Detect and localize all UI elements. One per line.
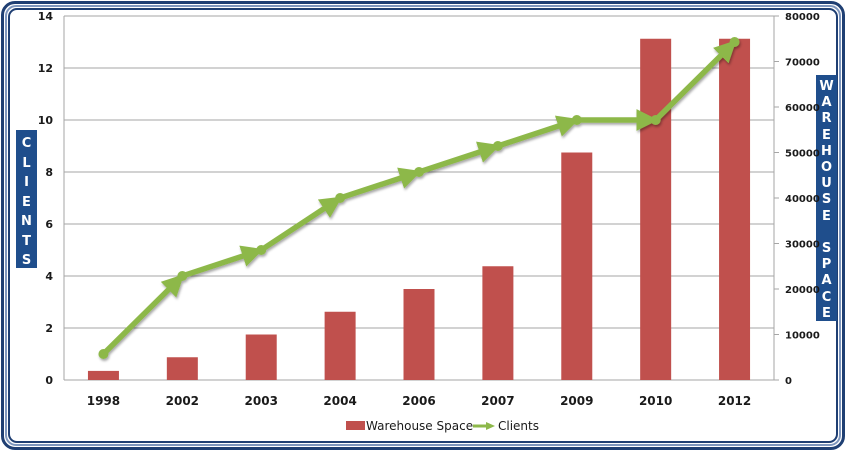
legend-label-warehouse-space: Warehouse Space (366, 419, 473, 433)
data-point-2002 (177, 271, 188, 281)
axis-title-letter: S (21, 253, 32, 268)
x-tick-label: 2009 (560, 394, 593, 408)
bar-2004 (324, 311, 356, 380)
axis-title-letter: L (22, 155, 31, 171)
data-point-2012 (729, 37, 740, 47)
bar-2010 (640, 38, 672, 380)
axis-title-letter: O (820, 160, 833, 176)
right-tick-label: 30000 (785, 240, 820, 251)
bar-2012 (719, 38, 751, 380)
axis-title-letter: I (24, 175, 29, 190)
bar-2002 (166, 357, 198, 380)
axis-title-letter: C (821, 289, 832, 305)
x-tick-label: 2010 (639, 394, 672, 408)
axis-title-letter: P (821, 257, 832, 273)
line-segment (652, 40, 737, 123)
left-tick-label: 6 (45, 218, 53, 231)
data-point-1998 (98, 349, 109, 359)
line-segment (258, 196, 343, 253)
data-point-2009 (571, 115, 582, 125)
warehouse-space-bars (87, 38, 751, 380)
axis-title-letter: W (819, 79, 834, 94)
x-tick-label: 2006 (402, 394, 435, 408)
bar-2009 (561, 152, 593, 380)
axis-title-letter: E (22, 194, 31, 210)
right-tick-label: 70000 (785, 58, 820, 69)
line-segment (179, 245, 264, 279)
axis-title-letter: S (821, 192, 832, 208)
left-tick-label: 0 (45, 374, 53, 387)
left-tick-label: 14 (38, 10, 54, 23)
bar-2006 (403, 289, 435, 380)
right-tick-label: 50000 (785, 149, 820, 160)
x-tick-label: 2012 (718, 394, 751, 408)
left-tick-label: 12 (38, 62, 53, 75)
axis-title-letter: H (821, 143, 832, 159)
axis-title-letter: R (821, 111, 832, 127)
data-point-2007 (492, 141, 503, 151)
legend: Warehouse Space Clients (346, 419, 539, 433)
bar-swatch-icon (346, 421, 365, 430)
right-tick-label: 0 (785, 376, 792, 387)
chart-frame-middle (5, 5, 841, 446)
data-point-2010 (650, 115, 661, 125)
axis-title-letter: T (22, 233, 31, 249)
left-axis-ticks: 0 2 4 6 8 10 12 14 (38, 10, 54, 387)
x-tick-label: 2003 (245, 394, 278, 408)
chart-frame-outer (1, 1, 845, 450)
axis-title-letter: N (21, 214, 32, 229)
data-point-2004 (335, 193, 346, 203)
line-segment (100, 274, 185, 357)
x-tick-label: 2002 (166, 394, 199, 408)
x-tick-label: 1998 (87, 394, 120, 408)
axis-title-letter: E (822, 305, 831, 321)
axis-title-letter: S (821, 241, 832, 257)
right-tick-label: 20000 (785, 285, 820, 296)
x-axis-labels: 1998 2002 2003 2004 2006 2007 2009 2010 2012 (87, 394, 752, 408)
axis-title-letter: A (821, 273, 832, 289)
axis-title-letter: E (822, 127, 831, 143)
right-axis-ticks: 0 10000 20000 30000 40000 50000 60000 70000 8000… (774, 12, 820, 387)
axis-title-letter: C (21, 136, 32, 151)
right-tick-label: 40000 (785, 194, 820, 205)
axis-title-letter: A (821, 95, 832, 111)
left-tick-label: 8 (45, 166, 53, 179)
legend-label-clients: Clients (498, 419, 539, 433)
axis-title-letter: U (821, 176, 832, 192)
right-tick-label: 60000 (785, 103, 820, 114)
axis-title-letter: E (822, 208, 831, 224)
left-tick-label: 4 (45, 270, 53, 283)
clients-line (98, 37, 740, 359)
data-point-2006 (414, 167, 424, 177)
line-segment (337, 167, 422, 201)
left-tick-label: 10 (38, 114, 54, 127)
arrowhead-icon (486, 422, 495, 430)
bar-2003 (245, 334, 277, 380)
x-tick-label: 2004 (323, 394, 356, 408)
bar-2007 (482, 266, 514, 380)
line-segment (495, 115, 580, 149)
left-tick-label: 2 (45, 322, 53, 335)
data-point-2003 (256, 245, 267, 255)
x-tick-label: 2007 (481, 394, 514, 408)
right-tick-label: 10000 (785, 331, 820, 342)
bar-1998 (87, 370, 119, 380)
right-tick-label: 80000 (785, 12, 820, 23)
line-segment (416, 141, 501, 175)
